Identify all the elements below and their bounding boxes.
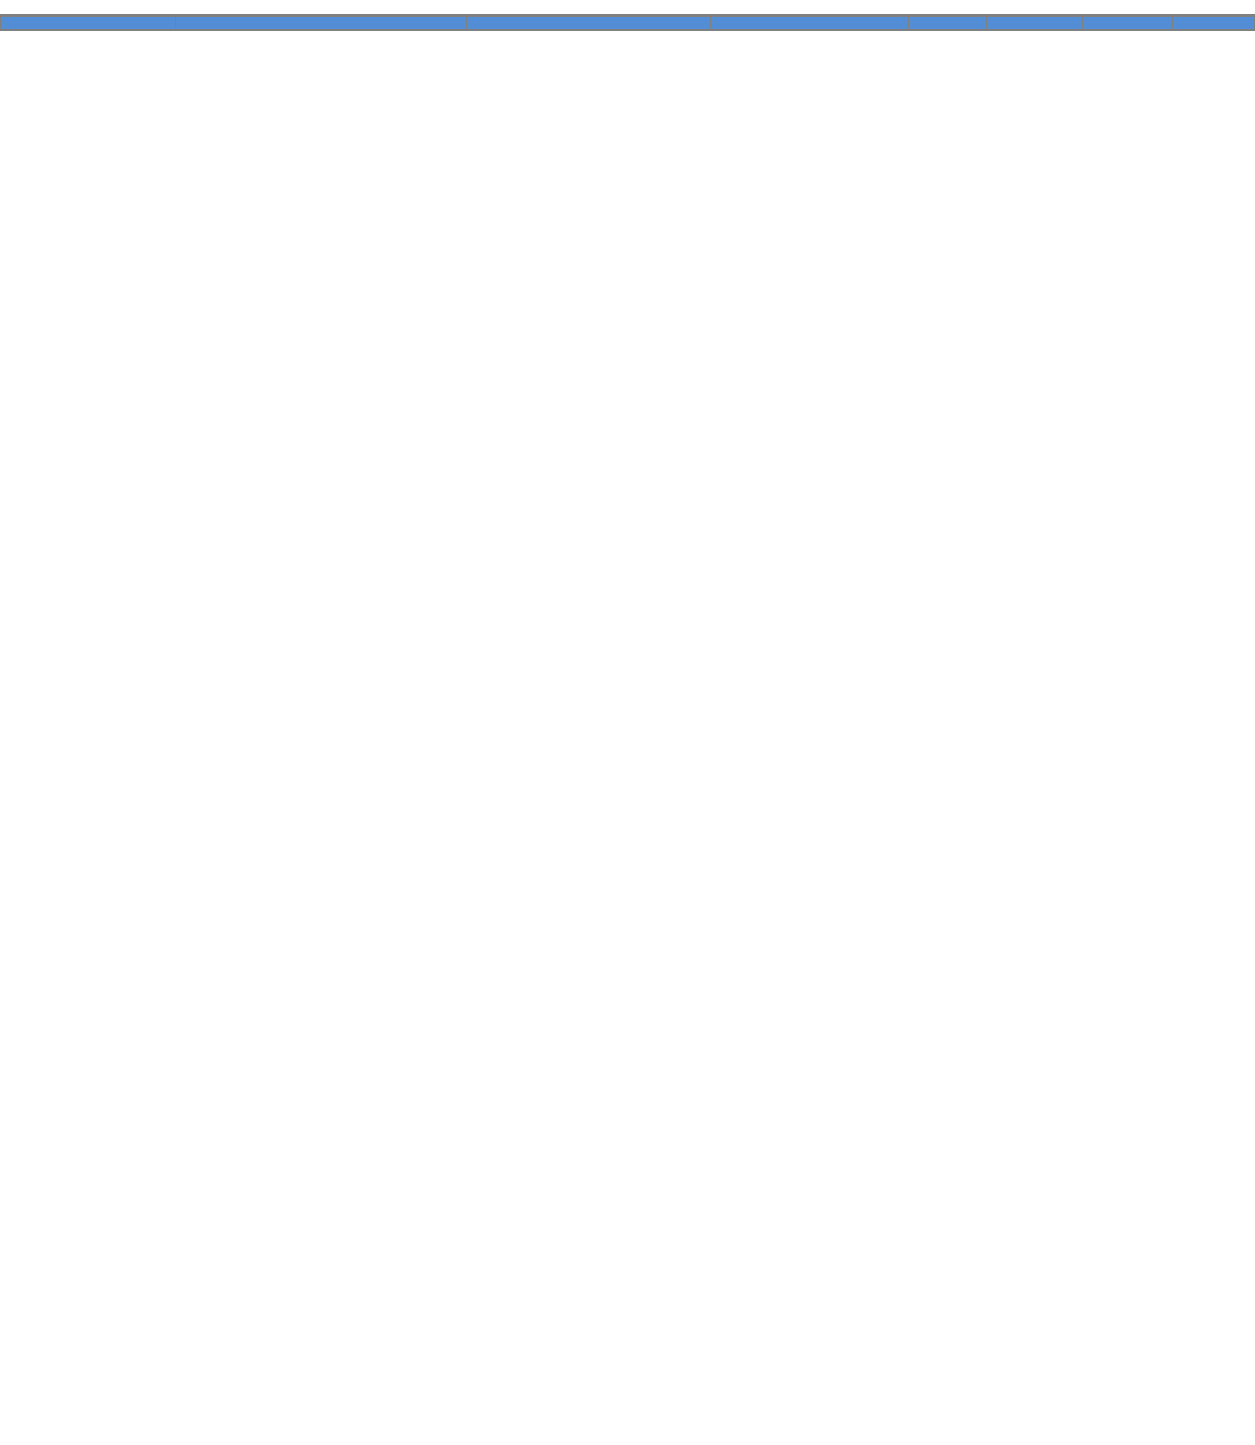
page-title <box>0 0 1255 15</box>
scores-table <box>0 15 1255 31</box>
th-position <box>466 16 711 30</box>
th-code <box>711 16 909 30</box>
th-interview <box>1082 16 1173 30</box>
th-total <box>1173 16 1255 30</box>
th-count <box>909 16 987 30</box>
th-written <box>987 16 1082 30</box>
page-container <box>0 0 1255 31</box>
table-header <box>1 16 1255 30</box>
th-school <box>175 16 466 30</box>
th-county <box>1 16 176 30</box>
